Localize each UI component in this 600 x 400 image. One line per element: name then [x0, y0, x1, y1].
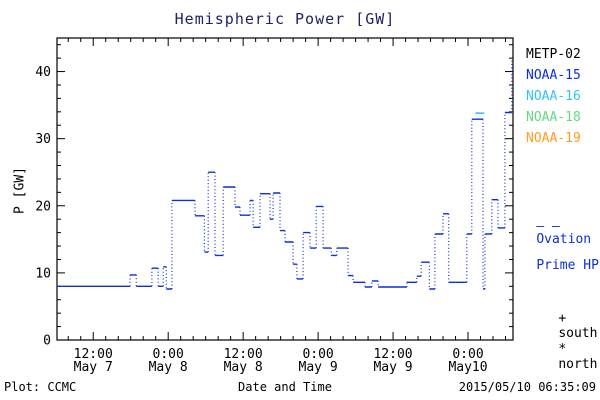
plot-source-label: Plot: CCMC — [4, 380, 77, 394]
south-hemisphere-marker: + south — [527, 296, 597, 356]
x-axis-title: Date and Time — [238, 380, 332, 394]
axis-frame — [56, 37, 514, 341]
ovation-label-line1: Ovation — [536, 232, 592, 247]
x-tick-date-label: May10 — [448, 360, 487, 375]
legend-noaa-15: NOAA-15 — [526, 68, 581, 83]
x-tick-time-label: 0:00 — [302, 347, 333, 362]
north-hemisphere-marker: * north — [527, 327, 597, 387]
y-axis-label: P [GW] — [12, 167, 28, 214]
legend-metp-02: METP-02 — [526, 47, 581, 62]
legend-noaa-18: NOAA-18 — [526, 110, 581, 125]
chart-title: Hemispheric Power [GW] — [174, 10, 396, 28]
y-tick-label: 10 — [35, 266, 51, 281]
y-tick-label: 0 — [43, 334, 51, 349]
ovation-line-sample-icon: – – — [536, 219, 560, 234]
ovation-label-line2: Prime HPI — [536, 258, 600, 273]
y-tick-label: 20 — [35, 199, 51, 214]
x-tick-time-label: 12:00 — [224, 347, 263, 362]
x-tick-date-label: May 8 — [149, 360, 188, 375]
x-tick-time-label: 12:00 — [373, 347, 412, 362]
x-tick-date-label: May 8 — [224, 360, 263, 375]
south-label: south — [558, 326, 598, 341]
ovation-prime-hpi-label: – – Ovation Prime HPI — [505, 207, 600, 285]
y-tick-label: 40 — [35, 65, 51, 80]
north-label: north — [558, 357, 598, 372]
legend-noaa-19: NOAA-19 — [526, 131, 581, 146]
y-tick-label: 30 — [35, 132, 51, 147]
x-tick-time-label: 0:00 — [153, 347, 184, 362]
x-tick-date-label: May 7 — [74, 360, 113, 375]
x-tick-date-label: May 9 — [299, 360, 338, 375]
legend-noaa-16: NOAA-16 — [526, 89, 581, 104]
asterisk-symbol-icon: * — [558, 342, 567, 357]
x-tick-date-label: May 9 — [373, 360, 412, 375]
x-tick-time-label: 12:00 — [74, 347, 113, 362]
plot-timestamp: 2015/05/10 06:35:09 — [458, 380, 596, 394]
x-tick-time-label: 0:00 — [452, 347, 483, 362]
plus-symbol-icon: + — [558, 311, 567, 326]
hpi-step-line-levels — [57, 57, 513, 290]
hpi-step-line-verticals — [129, 58, 513, 289]
